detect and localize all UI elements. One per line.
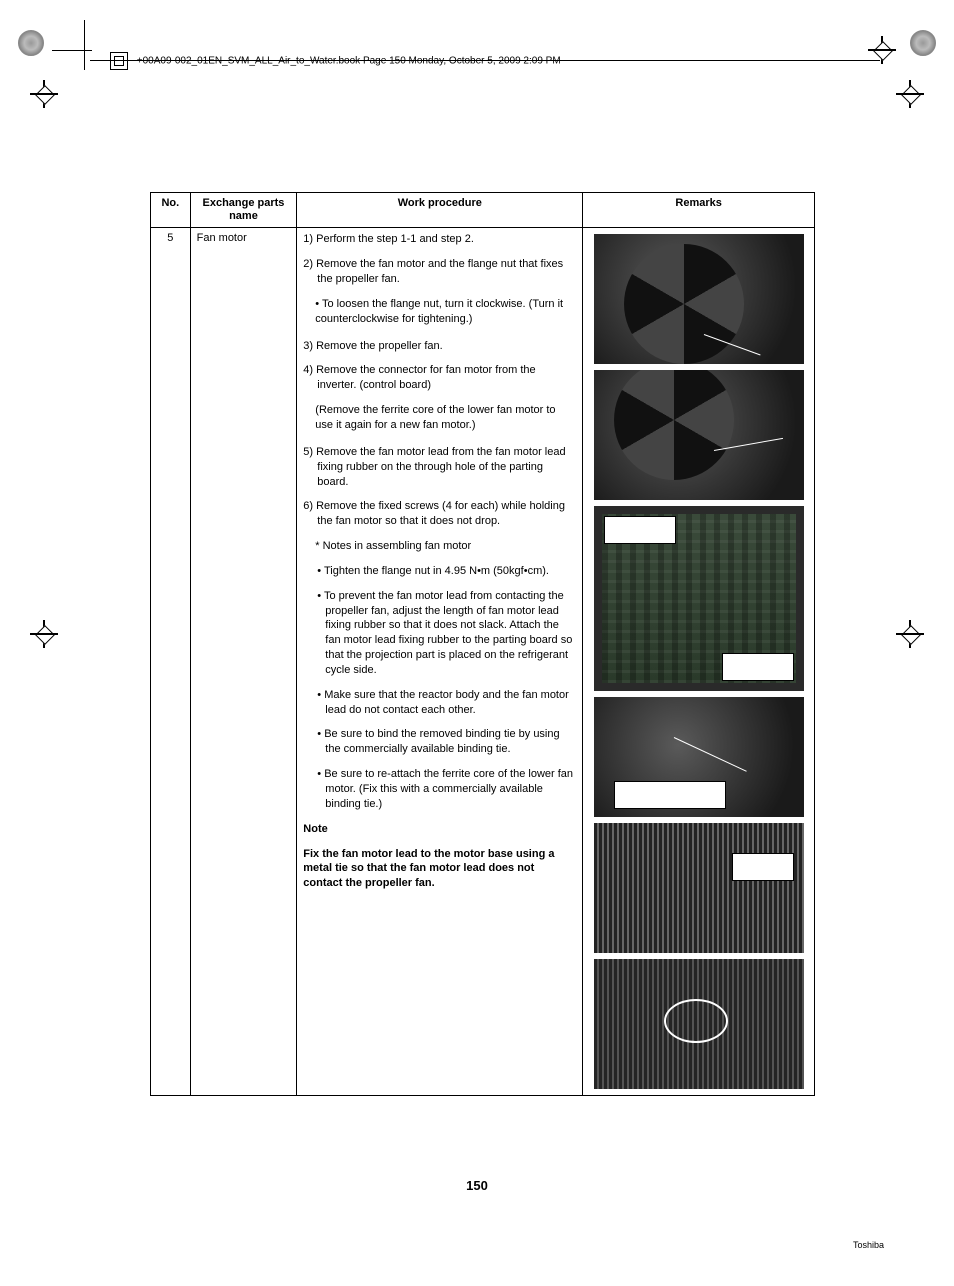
table-header-row: No. Exchange parts name Work procedure R… <box>151 193 815 228</box>
registration-mark <box>30 80 58 108</box>
col-header-remarks: Remarks <box>583 193 815 228</box>
cell-remarks <box>583 228 815 1096</box>
crop-mark-tr <box>896 30 936 70</box>
table-row: 5 Fan motor 1) Perform the step 1-1 and … <box>151 228 815 1096</box>
proc-step-2-sub: • To loosen the flange nut, turn it cloc… <box>303 297 576 327</box>
crop-line <box>52 50 92 51</box>
col-header-name-l2: name <box>229 210 258 222</box>
running-head-text: +00A09-002_01EN_SVM_ALL_Air_to_Water.boo… <box>137 56 561 67</box>
col-header-name: Exchange parts name <box>190 193 297 228</box>
cell-part-name: Fan motor <box>190 228 297 1096</box>
proc-step-4-sub: (Remove the ferrite core of the lower fa… <box>303 403 576 433</box>
proc-step-4: 4) Remove the connector for fan motor fr… <box>303 363 576 393</box>
proc-note-body: Fix the fan motor lead to the motor base… <box>303 847 576 892</box>
proc-step-3: 3) Remove the propeller fan. <box>303 339 576 354</box>
remarks-photo-2 <box>594 370 804 500</box>
proc-notes-head: * Notes in assembling fan motor <box>303 539 576 554</box>
proc-step-2: 2) Remove the fan motor and the flange n… <box>303 257 576 287</box>
proc-note-3: • Make sure that the reactor body and th… <box>303 688 576 718</box>
proc-note-5: • Be sure to re-attach the ferrite core … <box>303 767 576 812</box>
remarks-photo-6 <box>594 959 804 1089</box>
running-head: +00A09-002_01EN_SVM_ALL_Air_to_Water.boo… <box>110 52 561 70</box>
page-number: 150 <box>0 1178 954 1193</box>
registration-mark <box>896 620 924 648</box>
crop-line <box>84 20 85 70</box>
proc-note-label: Note <box>303 822 576 837</box>
proc-note-1: • Tighten the flange nut in 4.95 N•m (50… <box>303 564 576 579</box>
proc-step-6: 6) Remove the fixed screws (4 for each) … <box>303 499 576 529</box>
registration-mark <box>30 620 58 648</box>
procedure-table: No. Exchange parts name Work procedure R… <box>150 192 815 1096</box>
col-header-name-l1: Exchange parts <box>203 197 285 209</box>
cell-no: 5 <box>151 228 191 1096</box>
cell-procedure: 1) Perform the step 1-1 and step 2. 2) R… <box>297 228 583 1096</box>
col-header-no: No. <box>151 193 191 228</box>
proc-step-1: 1) Perform the step 1-1 and step 2. <box>303 232 576 247</box>
proc-step-5: 5) Remove the fan motor lead from the fa… <box>303 445 576 490</box>
remarks-photo-3 <box>594 506 804 691</box>
remarks-photo-1 <box>594 234 804 364</box>
proc-note-4: • Be sure to bind the removed binding ti… <box>303 727 576 757</box>
remarks-photo-5 <box>594 823 804 953</box>
remarks-photo-4 <box>594 697 804 817</box>
registration-mark <box>896 80 924 108</box>
proc-note-2: • To prevent the fan motor lead from con… <box>303 589 576 678</box>
footer-brand: Toshiba <box>853 1240 884 1250</box>
col-header-procedure: Work procedure <box>297 193 583 228</box>
